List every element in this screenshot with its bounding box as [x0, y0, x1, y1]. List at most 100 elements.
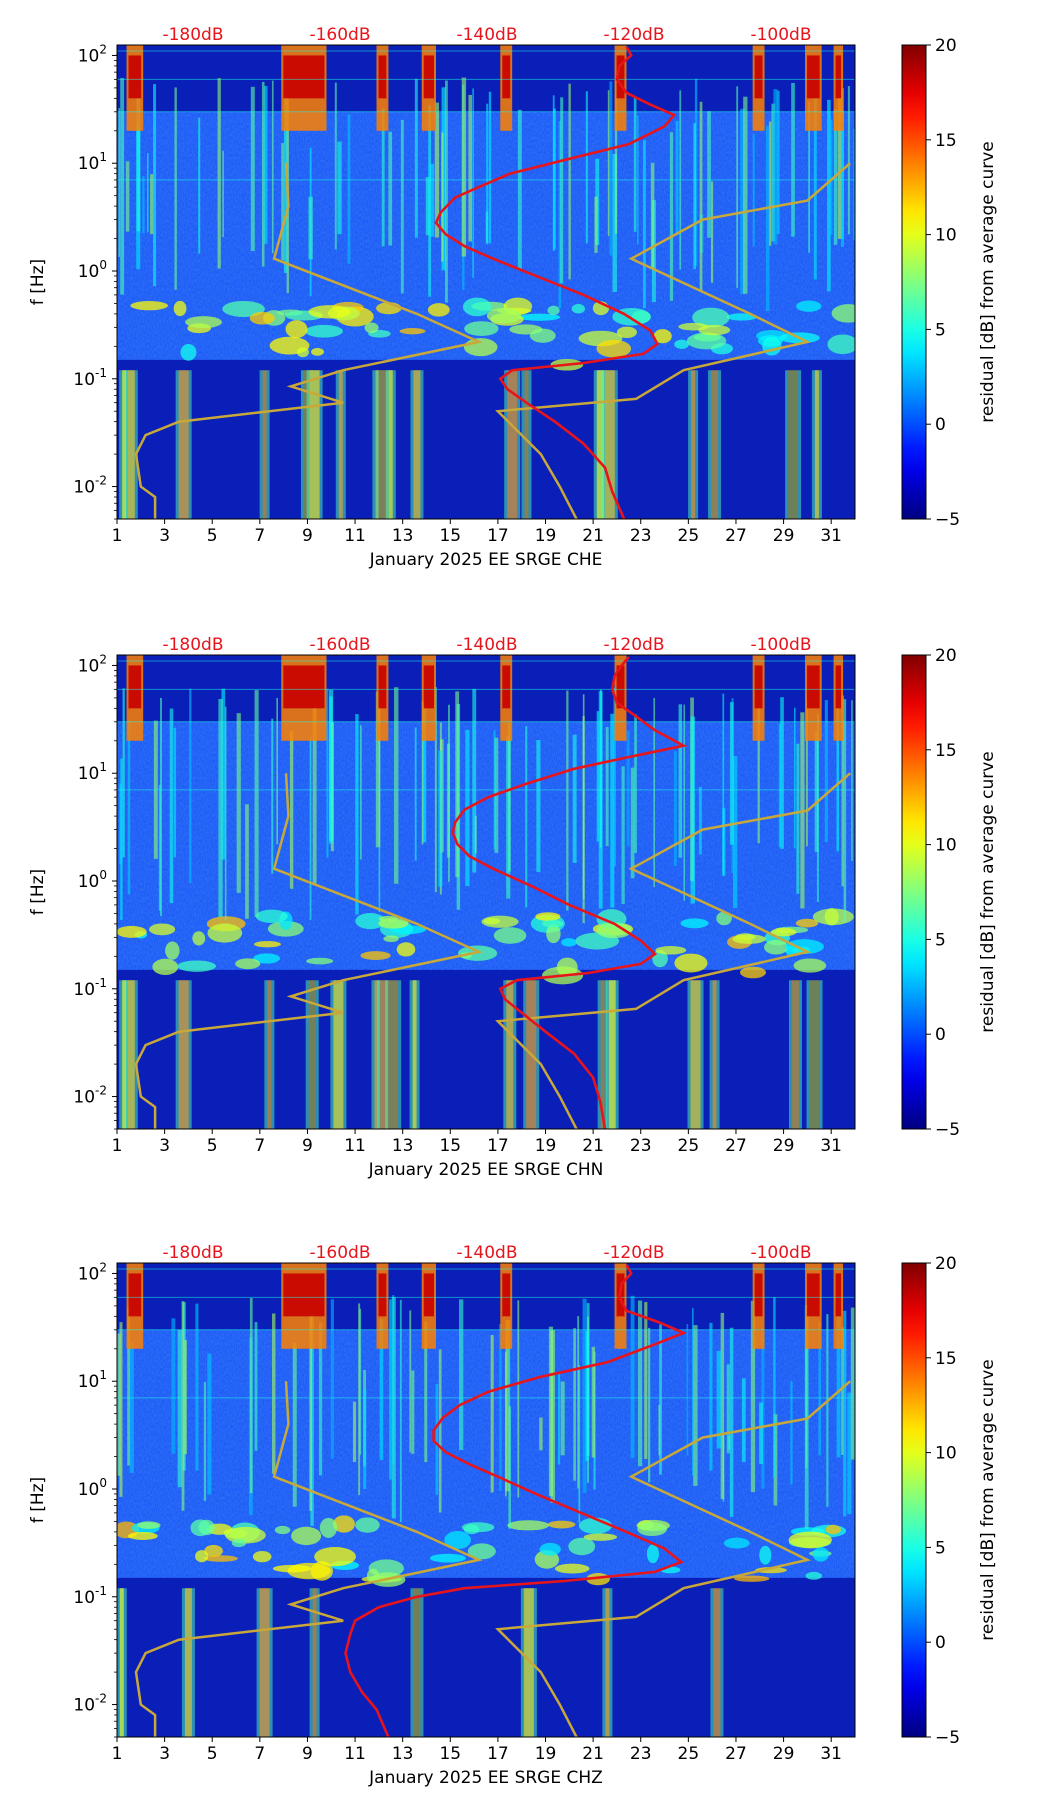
x-tick-label: 17 — [487, 526, 509, 546]
y-tick-label: 102 — [78, 42, 107, 66]
x-tick-label: 1 — [112, 1744, 123, 1764]
top-db-label: -100dB — [750, 1243, 811, 1263]
x-tick-label: 21 — [582, 526, 604, 546]
colorbar-tick-label: 15 — [935, 131, 957, 151]
colorbar-tick-label: −5 — [935, 1728, 960, 1748]
red-spectrum-curve — [344, 1264, 687, 1737]
top-db-label: -160dB — [309, 635, 370, 655]
y-tick-label: 102 — [78, 652, 107, 676]
y-tick-label: 100 — [78, 258, 107, 282]
x-tick-label: 15 — [439, 1136, 461, 1156]
y-tick-label: 10-1 — [73, 976, 107, 1000]
top-db-label: -100dB — [750, 635, 811, 655]
colorbar-tick-label: −5 — [935, 1120, 960, 1140]
x-tick-label: 23 — [630, 1136, 652, 1156]
colorbar-tick-label: 0 — [935, 1633, 946, 1653]
colorbar-tick-label: 15 — [935, 741, 957, 761]
x-tick-label: 9 — [302, 526, 313, 546]
colorbar-tick-label: 0 — [935, 1025, 946, 1045]
colorbar-tick-label: 5 — [935, 320, 946, 340]
plot-frame — [116, 1262, 856, 1738]
x-tick-label: 15 — [439, 526, 461, 546]
colorbar-label: residual [dB] from average curve — [978, 751, 998, 1032]
x-tick-label: 29 — [773, 1136, 795, 1156]
x-tick-label: 19 — [535, 1136, 557, 1156]
x-tick-label: 9 — [302, 1136, 313, 1156]
x-tick-label: 29 — [773, 1744, 795, 1764]
x-tick-label: 11 — [344, 1136, 366, 1156]
colorbar-tick-label: 10 — [935, 226, 957, 246]
x-tick-label: 5 — [207, 526, 218, 546]
top-db-label: -160dB — [309, 1243, 370, 1263]
top-db-label: -120dB — [603, 1243, 664, 1263]
top-db-label: -120dB — [603, 635, 664, 655]
gold-curve-right — [495, 162, 852, 519]
colorbar-tick-label: 20 — [935, 36, 957, 56]
x-tick-label: 3 — [159, 1744, 170, 1764]
x-tick-label: 17 — [487, 1136, 509, 1156]
colorbar-label: residual [dB] from average curve — [978, 1359, 998, 1640]
x-tick-label: 11 — [344, 526, 366, 546]
x-tick-label: 7 — [254, 1136, 265, 1156]
x-tick-label: 13 — [392, 1744, 414, 1764]
colorbar-tick-label: 15 — [935, 1349, 957, 1369]
x-tick-label: 17 — [487, 1744, 509, 1764]
heatmap-cells — [117, 45, 855, 519]
x-tick-label: 3 — [159, 526, 170, 546]
x-tick-label: 1 — [112, 1136, 123, 1156]
x-tick-label: 15 — [439, 1744, 461, 1764]
gold-curve-left — [134, 1381, 483, 1737]
gold-curve-right — [495, 772, 852, 1129]
x-tick-label: 19 — [535, 1744, 557, 1764]
red-spectrum-curve — [434, 46, 677, 519]
x-tick-label: 25 — [678, 1744, 700, 1764]
x-tick-label: 19 — [535, 526, 557, 546]
gold-curve-right — [495, 1380, 852, 1737]
colorbar — [901, 1262, 927, 1738]
x-axis-label: January 2025 EE SRGE CHE — [369, 550, 603, 570]
colorbar-tick-label: 20 — [935, 646, 957, 666]
colorbar-tick-label: 0 — [935, 415, 946, 435]
top-db-label: -120dB — [603, 25, 664, 45]
colorbar-label: residual [dB] from average curve — [978, 141, 998, 422]
colorbar-tick-label: −5 — [935, 510, 960, 530]
top-db-label: -160dB — [309, 25, 370, 45]
colorbar — [901, 654, 927, 1130]
x-axis-label: January 2025 EE SRGE CHN — [368, 1160, 604, 1180]
x-tick-label: 3 — [159, 1136, 170, 1156]
x-tick-label: 31 — [820, 1744, 842, 1764]
colorbar-tick-label: 5 — [935, 1538, 946, 1558]
x-tick-label: 5 — [207, 1744, 218, 1764]
x-tick-label: 11 — [344, 1744, 366, 1764]
top-db-label: -140dB — [456, 25, 517, 45]
x-tick-label: 7 — [254, 526, 265, 546]
heatmap-cells — [117, 1263, 855, 1737]
gold-curve-left — [134, 163, 483, 519]
x-tick-label: 31 — [820, 526, 842, 546]
y-tick-label: 101 — [78, 1368, 107, 1392]
x-tick-label: 31 — [820, 1136, 842, 1156]
x-tick-label: 27 — [725, 1744, 747, 1764]
y-tick-label: 101 — [78, 150, 107, 174]
y-tick-label: 10-2 — [73, 1084, 107, 1108]
x-tick-label: 9 — [302, 1744, 313, 1764]
y-tick-label: 10-1 — [73, 366, 107, 390]
x-tick-label: 21 — [582, 1744, 604, 1764]
x-tick-label: 27 — [725, 526, 747, 546]
colorbar-tick-label: 10 — [935, 836, 957, 856]
y-tick-label: 10-2 — [73, 1692, 107, 1716]
y-tick-label: 10-1 — [73, 1584, 107, 1608]
x-tick-label: 27 — [725, 1136, 747, 1156]
colorbar-tick-label: 20 — [935, 1254, 957, 1274]
y-tick-label: 100 — [78, 868, 107, 892]
x-tick-label: 13 — [392, 526, 414, 546]
plot-frame — [116, 654, 856, 1130]
y-tick-label: 102 — [78, 1260, 107, 1284]
y-tick-label: 100 — [78, 1476, 107, 1500]
top-db-label: -180dB — [162, 635, 223, 655]
x-tick-label: 1 — [112, 526, 123, 546]
x-tick-label: 23 — [630, 1744, 652, 1764]
